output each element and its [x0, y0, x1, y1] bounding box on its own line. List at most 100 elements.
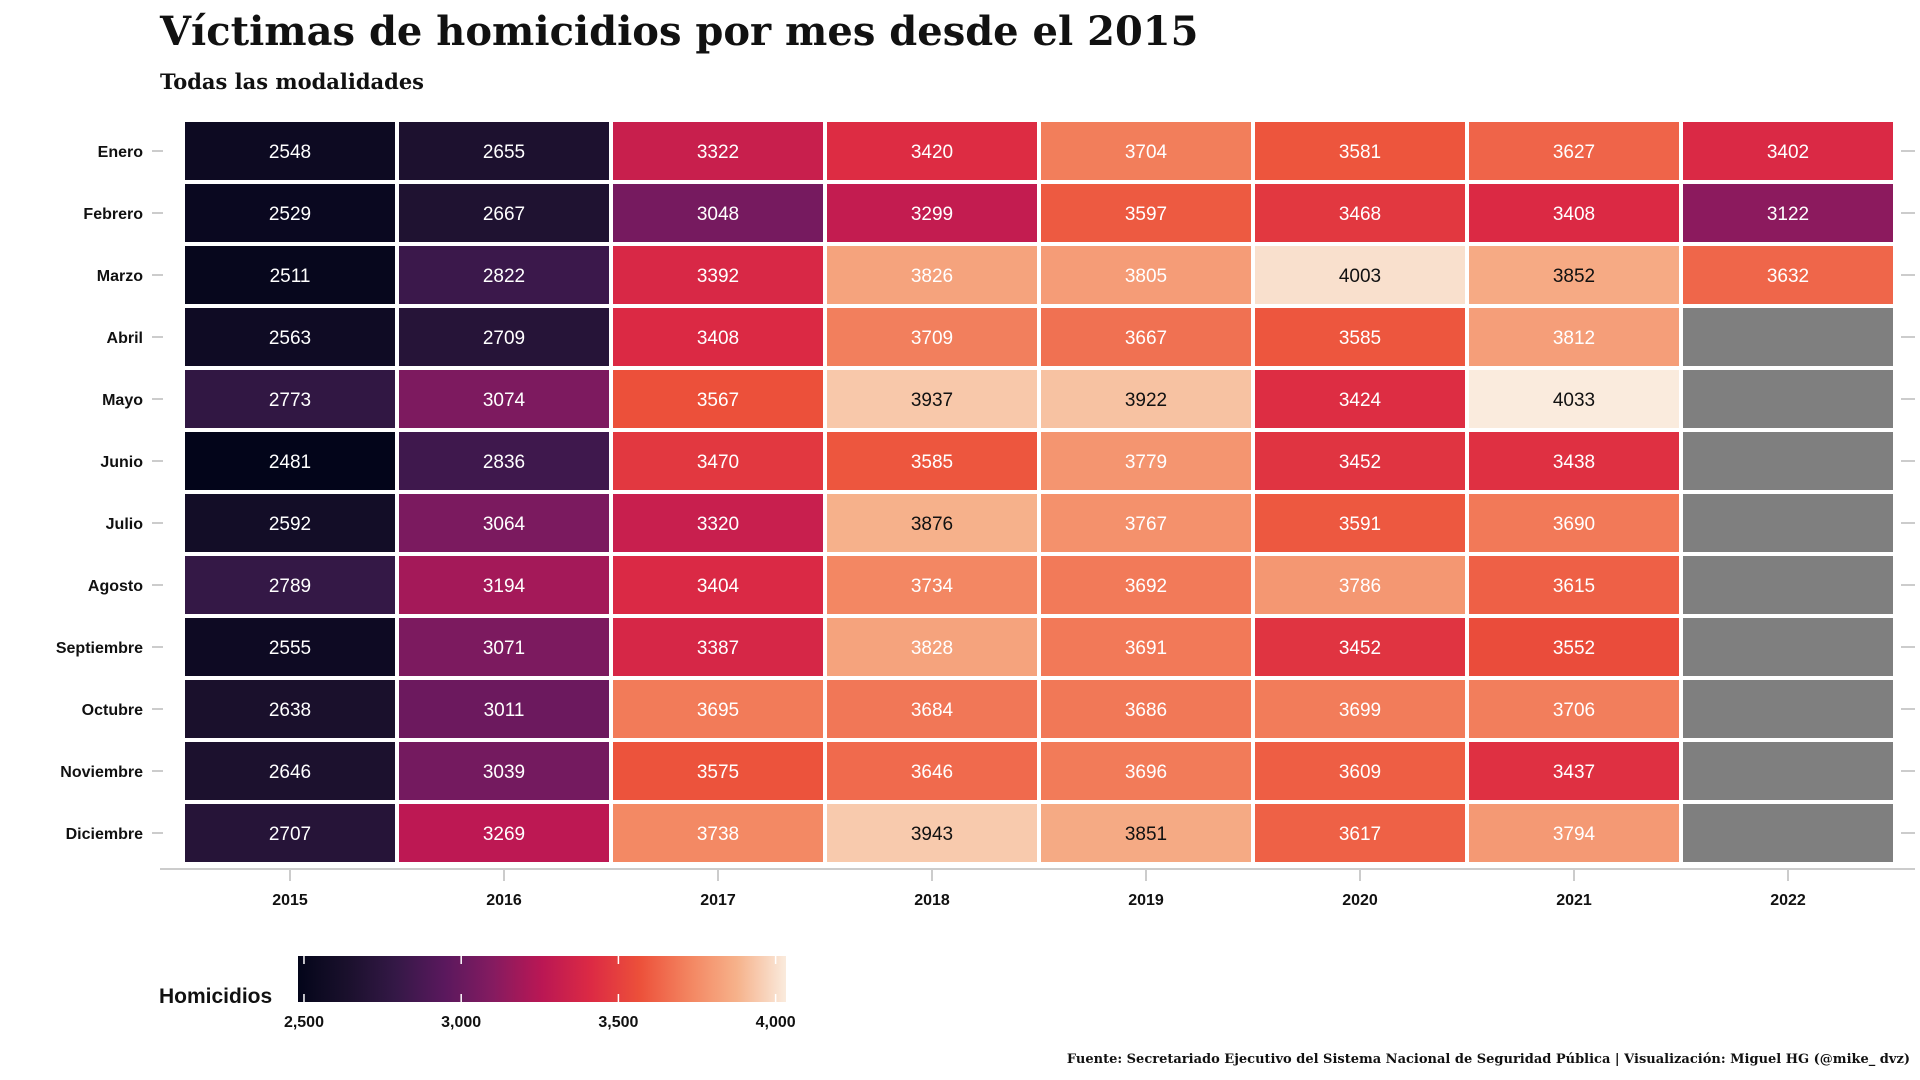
cell-value-label: 3692 [1125, 576, 1167, 597]
cell-value-label: 3452 [1339, 638, 1381, 659]
cell-value-label: 4033 [1553, 390, 1595, 411]
heatmap-cell [185, 494, 395, 552]
cell-value-label: 2667 [483, 204, 525, 225]
x-axis: 2015 2016 2017 2018 2019 2020 2021 2022 [160, 868, 1915, 909]
chart-caption: Fuente: Secretariado Ejecutivo del Siste… [1067, 1052, 1910, 1067]
cell-value-label: 2836 [483, 452, 525, 473]
cell-value-label: 3615 [1553, 576, 1595, 597]
heatmap-cell [1469, 246, 1679, 304]
heatmap-cell [185, 246, 395, 304]
heatmap-cell [1469, 494, 1679, 552]
legend-colorbar [298, 956, 786, 1002]
cell-value-label: 3704 [1125, 142, 1168, 163]
cell-value-label: 3699 [1339, 700, 1381, 721]
cell-value-label: 3937 [911, 390, 953, 411]
cell-value-label: 3609 [1339, 762, 1381, 783]
cell-value-label: 3424 [1339, 390, 1382, 411]
heatmap-cell [1255, 618, 1465, 676]
cell-value-label: 3408 [697, 328, 739, 349]
heatmap-cell [613, 556, 823, 614]
cell-value-label: 3064 [483, 514, 526, 535]
heatmap-cell [1683, 494, 1893, 552]
heatmap-cell [827, 742, 1037, 800]
cell-value-label: 3695 [697, 700, 739, 721]
heatmap-cell [1041, 804, 1251, 862]
heatmap-cell [827, 370, 1037, 428]
cell-value-label: 3617 [1339, 824, 1381, 845]
legend-title: Homicidios [159, 985, 272, 1008]
y-tick-label: Julio [106, 516, 144, 533]
cell-value-label: 3943 [911, 824, 953, 845]
x-tick-label: 2020 [1342, 892, 1378, 909]
heatmap-cell [827, 680, 1037, 738]
heatmap-cell [1255, 556, 1465, 614]
cell-value-label: 2646 [269, 762, 311, 783]
heatmap-cells: 2548 2655 3322 3420 3704 3581 3627 3402 2529 2667… [185, 122, 1893, 862]
heatmap-cell [185, 618, 395, 676]
y-tick-label: Febrero [83, 206, 143, 223]
heatmap-cell [1255, 246, 1465, 304]
heatmap-cell [1469, 556, 1679, 614]
heatmap-cell [1255, 494, 1465, 552]
cell-value-label: 3468 [1339, 204, 1381, 225]
heatmap-cell [1469, 184, 1679, 242]
heatmap-cell [613, 184, 823, 242]
cell-value-label: 3438 [1553, 452, 1595, 473]
cell-value-label: 3585 [1339, 328, 1381, 349]
heatmap-cell [399, 680, 609, 738]
heatmap-cell [1469, 618, 1679, 676]
heatmap-cell [185, 370, 395, 428]
heatmap-cell [1041, 742, 1251, 800]
heatmap-cell [1041, 432, 1251, 490]
heatmap-cell [1041, 246, 1251, 304]
heatmap-cell [1683, 246, 1893, 304]
heatmap-cell [1683, 370, 1893, 428]
heatmap-cell [1255, 804, 1465, 862]
heatmap-cell [827, 308, 1037, 366]
y-tick-label: Junio [100, 454, 143, 471]
cell-value-label: 2555 [269, 638, 311, 659]
heatmap-cell [613, 494, 823, 552]
heatmap-cell [1041, 370, 1251, 428]
y-tick-label: Abril [107, 330, 143, 347]
heatmap-cell [1683, 556, 1893, 614]
cell-value-label: 3786 [1339, 576, 1381, 597]
heatmap-cell [399, 494, 609, 552]
heatmap-cell [827, 494, 1037, 552]
x-tick-label: 2016 [486, 892, 522, 909]
x-tick-label: 2015 [272, 892, 308, 909]
cell-value-label: 3667 [1125, 328, 1167, 349]
cell-value-label: 3437 [1553, 762, 1595, 783]
cell-value-label: 2789 [269, 576, 311, 597]
heatmap-cell [185, 680, 395, 738]
heatmap-cell [1469, 680, 1679, 738]
x-tick-label: 2022 [1770, 892, 1806, 909]
cell-value-label: 3684 [911, 700, 954, 721]
heatmap-cell [1255, 680, 1465, 738]
heatmap-cell [1683, 742, 1893, 800]
heatmap-cell [1255, 308, 1465, 366]
cell-value-label: 3322 [697, 142, 739, 163]
heatmap-cell [399, 122, 609, 180]
legend-tick-label: 3,500 [598, 1014, 638, 1031]
cell-value-label: 2563 [269, 328, 311, 349]
heatmap-cell [1041, 494, 1251, 552]
cell-value-label: 3387 [697, 638, 739, 659]
cell-value-label: 3392 [697, 266, 739, 287]
cell-value-label: 2822 [483, 266, 525, 287]
cell-value-label: 2481 [269, 452, 311, 473]
y-tick-label: Agosto [88, 578, 143, 595]
heatmap-cell [399, 556, 609, 614]
heatmap-cell [1683, 804, 1893, 862]
cell-value-label: 3852 [1553, 266, 1595, 287]
cell-value-label: 3876 [911, 514, 953, 535]
y-tick-label: Diciembre [66, 826, 143, 843]
heatmap-cell [185, 804, 395, 862]
cell-value-label: 3597 [1125, 204, 1167, 225]
heatmap-cell [1041, 308, 1251, 366]
cell-value-label: 3552 [1553, 638, 1595, 659]
heatmap-cell [1683, 122, 1893, 180]
heatmap-cell [827, 246, 1037, 304]
heatmap-cell [1255, 184, 1465, 242]
cell-value-label: 3922 [1125, 390, 1167, 411]
